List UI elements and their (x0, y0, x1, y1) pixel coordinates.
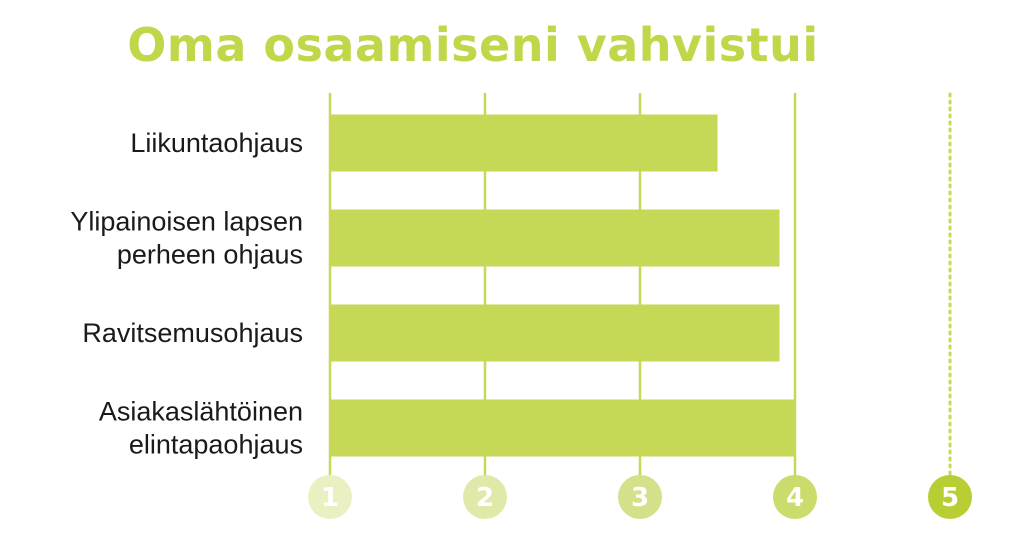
bar-2 (330, 209, 780, 267)
bar-3 (330, 304, 780, 362)
category-label-1: Liikuntaohjaus (130, 128, 303, 158)
tick-label-3: 3 (631, 483, 649, 513)
category-label-4-line-1: Asiakaslähtöinen (99, 397, 303, 427)
tick-label-1: 1 (321, 483, 339, 513)
category-label-4-line-2: elintapaohjaus (129, 430, 303, 460)
tick-label-4: 4 (786, 483, 804, 513)
chart-title: Oma osaamiseni vahvistui (127, 18, 819, 72)
category-label-2-line-1: Ylipainoisen lapsen (70, 207, 303, 237)
bar-4 (330, 399, 795, 457)
tick-label-2: 2 (476, 483, 494, 513)
category-label-2-line-2: perheen ohjaus (117, 240, 303, 270)
category-label-3: Ravitsemusohjaus (82, 318, 303, 348)
tick-badge-3 (618, 475, 662, 519)
tick-badge-1 (308, 475, 352, 519)
tick-badge-5 (928, 475, 972, 519)
tick-badge-2 (463, 475, 507, 519)
bar-1 (330, 114, 718, 172)
tick-label-5: 5 (941, 483, 959, 513)
tick-badge-4 (773, 475, 817, 519)
